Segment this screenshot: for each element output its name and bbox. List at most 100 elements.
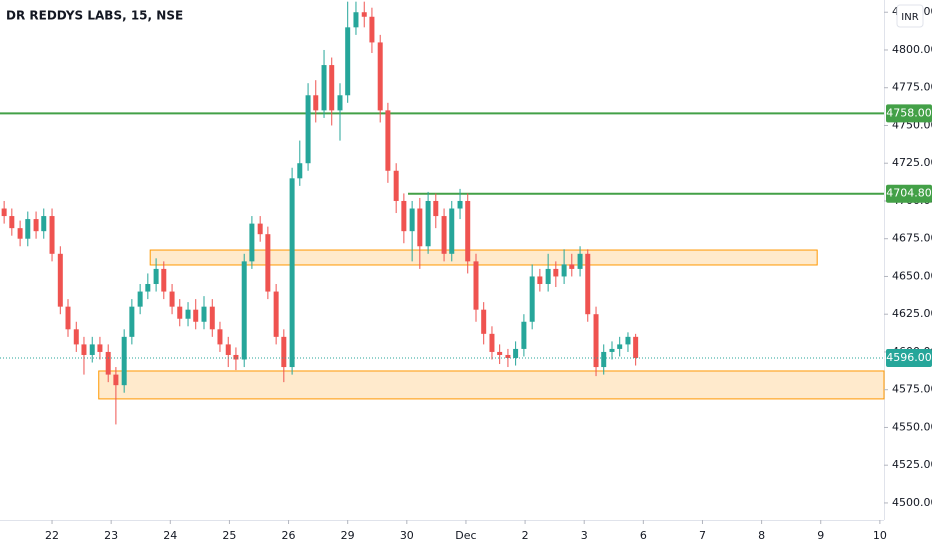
plot-area <box>0 1 885 425</box>
candle-body <box>409 208 415 232</box>
x-tick-label: 10 <box>873 529 887 542</box>
candle-body <box>377 42 383 111</box>
candle-body <box>473 261 479 310</box>
candle-body <box>361 12 367 17</box>
currency-label: INR <box>901 12 918 23</box>
candle-body <box>569 264 575 269</box>
candle-body <box>433 200 439 217</box>
candle-body <box>233 354 239 360</box>
x-tick-label: 3 <box>581 529 588 542</box>
candle-body <box>177 306 183 319</box>
candle-body <box>489 333 495 352</box>
candle-body <box>57 253 63 307</box>
axes: 4500.004525.004550.004575.004600.004625.… <box>45 5 932 542</box>
candle-body <box>161 268 167 292</box>
candle-body <box>265 234 271 292</box>
candle-body <box>537 276 543 285</box>
candle-body <box>545 268 551 285</box>
candle-body <box>577 253 583 269</box>
candle-body <box>337 95 343 111</box>
candle-body <box>225 344 231 355</box>
level-label: 4704.80 <box>886 187 932 200</box>
y-tick-label: 4725.00 <box>892 156 932 169</box>
candle-body <box>41 216 47 232</box>
candle-body <box>137 291 143 307</box>
candle-body <box>249 223 255 262</box>
x-tick-label: 6 <box>640 529 647 542</box>
candle-body <box>353 12 359 28</box>
candle-body <box>289 178 295 368</box>
last-price-label: 4596.00 <box>886 351 932 364</box>
y-tick-label: 4625.00 <box>892 307 932 320</box>
candle-body <box>281 336 287 368</box>
candle-body <box>505 354 511 358</box>
y-tick-label: 4650.00 <box>892 269 932 282</box>
candle-body <box>1 208 7 217</box>
candle-body <box>401 200 407 232</box>
candle-body <box>345 27 351 96</box>
candle-body <box>257 223 263 235</box>
candle-body <box>65 306 71 330</box>
candle-body <box>529 276 535 322</box>
candle-body <box>561 264 567 277</box>
candle-body <box>305 95 311 164</box>
candle-body <box>201 306 207 322</box>
candle-body <box>417 208 423 247</box>
candle-body <box>9 216 15 229</box>
candle-body <box>513 348 519 358</box>
candle-body <box>449 208 455 254</box>
x-tick-label: 23 <box>104 529 118 542</box>
chart-title: DR REDDYS LABS, 15, NSE <box>6 9 183 23</box>
candle-body <box>457 200 463 209</box>
candle-body <box>481 309 487 334</box>
candle-body <box>153 268 159 285</box>
x-tick-label: 24 <box>163 529 177 542</box>
candle-body <box>601 351 607 368</box>
x-tick-label: 29 <box>341 529 355 542</box>
candle-body <box>145 284 151 292</box>
last-price-badge <box>886 348 932 367</box>
candle-body <box>585 253 591 315</box>
candle-body <box>553 268 559 277</box>
y-tick-label: 4675.00 <box>892 232 932 245</box>
candle-body <box>393 170 399 201</box>
candle-body <box>625 336 631 345</box>
candle-body <box>617 344 623 349</box>
candle-body <box>25 219 31 239</box>
candle-body <box>609 348 615 352</box>
x-tick-label: 9 <box>817 529 824 542</box>
y-tick-label: 4500.00 <box>892 496 932 509</box>
candle-body <box>321 65 327 111</box>
x-tick-label: 26 <box>282 529 296 542</box>
candle-body <box>441 216 447 254</box>
candle-body <box>129 306 135 337</box>
candle-body <box>425 200 431 247</box>
candle-body <box>89 344 95 355</box>
level-badge <box>886 104 932 123</box>
y-tick-label: 4575.00 <box>892 383 932 396</box>
candle-body <box>81 344 87 355</box>
x-tick-label: 25 <box>222 529 236 542</box>
candle-body <box>185 309 191 319</box>
candle-body <box>369 16 375 43</box>
candle-body <box>217 329 223 345</box>
level-label: 4758.00 <box>886 106 932 119</box>
y-tick-label: 4800.00 <box>892 43 932 56</box>
candle-body <box>241 261 247 360</box>
currency-badge[interactable] <box>896 4 924 28</box>
candle-body <box>497 351 503 355</box>
candle-body <box>593 314 599 368</box>
y-tick-label: 4550.00 <box>892 420 932 433</box>
candle-body <box>297 163 303 179</box>
x-tick-label: 2 <box>522 529 529 542</box>
candle-body <box>73 329 79 345</box>
level-badge <box>886 184 932 203</box>
candle-body <box>33 219 39 232</box>
y-tick-label: 4775.00 <box>892 81 932 94</box>
candle-body <box>273 291 279 337</box>
candle-body <box>49 216 55 254</box>
candle-body <box>105 351 111 375</box>
candle-body <box>521 321 527 349</box>
x-tick-label: Dec <box>455 529 476 542</box>
candle-body <box>193 309 199 322</box>
